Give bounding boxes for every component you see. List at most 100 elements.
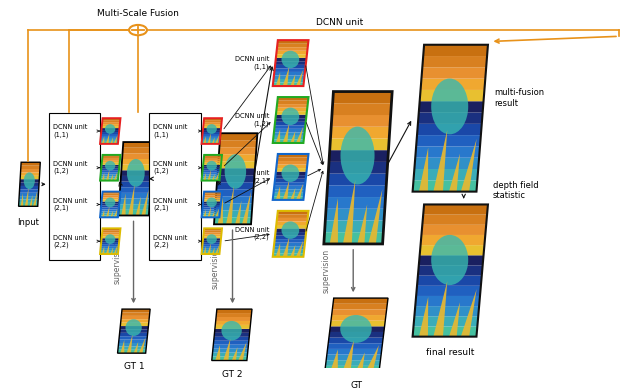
Polygon shape xyxy=(414,158,479,169)
Polygon shape xyxy=(202,252,220,254)
Polygon shape xyxy=(203,199,221,201)
Polygon shape xyxy=(20,172,40,176)
Text: GT 2: GT 2 xyxy=(221,370,242,379)
Polygon shape xyxy=(106,133,109,144)
Polygon shape xyxy=(332,304,387,309)
Polygon shape xyxy=(216,309,252,313)
Polygon shape xyxy=(101,171,119,173)
Polygon shape xyxy=(202,175,220,177)
Polygon shape xyxy=(207,170,211,180)
Polygon shape xyxy=(330,139,389,150)
Polygon shape xyxy=(461,139,477,192)
Polygon shape xyxy=(275,182,305,186)
Polygon shape xyxy=(423,204,488,215)
Polygon shape xyxy=(366,345,379,372)
Polygon shape xyxy=(214,329,250,333)
Polygon shape xyxy=(202,206,221,208)
Polygon shape xyxy=(275,68,305,72)
Polygon shape xyxy=(215,325,250,329)
Polygon shape xyxy=(422,68,486,79)
Polygon shape xyxy=(100,138,118,140)
Polygon shape xyxy=(273,193,304,196)
Polygon shape xyxy=(118,340,147,343)
Polygon shape xyxy=(100,248,118,250)
Polygon shape xyxy=(100,250,118,252)
Polygon shape xyxy=(277,44,308,47)
Polygon shape xyxy=(215,345,220,360)
Text: DCNN unit
(1,1): DCNN unit (1,1) xyxy=(234,57,269,70)
Ellipse shape xyxy=(207,197,217,207)
Polygon shape xyxy=(120,176,152,182)
Polygon shape xyxy=(273,76,305,79)
Polygon shape xyxy=(204,122,221,124)
Ellipse shape xyxy=(431,235,468,285)
Polygon shape xyxy=(202,171,220,173)
Polygon shape xyxy=(100,136,118,138)
Text: DCNN unit
(2,2): DCNN unit (2,2) xyxy=(154,235,188,248)
Polygon shape xyxy=(101,201,120,203)
Polygon shape xyxy=(101,128,120,130)
Polygon shape xyxy=(203,240,221,242)
Polygon shape xyxy=(242,192,251,224)
Polygon shape xyxy=(207,206,211,217)
Polygon shape xyxy=(330,198,338,244)
Polygon shape xyxy=(275,65,306,68)
Ellipse shape xyxy=(225,154,246,189)
Polygon shape xyxy=(274,242,305,246)
Polygon shape xyxy=(235,201,241,224)
Polygon shape xyxy=(102,194,120,196)
Polygon shape xyxy=(217,175,255,182)
Polygon shape xyxy=(19,193,38,196)
Polygon shape xyxy=(326,355,381,360)
Text: supervision: supervision xyxy=(210,245,219,289)
Polygon shape xyxy=(101,167,119,169)
Text: GT 1: GT 1 xyxy=(124,362,144,371)
Polygon shape xyxy=(102,124,120,126)
Polygon shape xyxy=(296,126,303,143)
Polygon shape xyxy=(215,203,253,210)
Polygon shape xyxy=(324,232,383,244)
Polygon shape xyxy=(100,252,118,254)
Polygon shape xyxy=(330,326,385,332)
Polygon shape xyxy=(203,163,221,165)
Polygon shape xyxy=(141,189,148,215)
Polygon shape xyxy=(216,196,253,203)
Polygon shape xyxy=(273,83,304,86)
Polygon shape xyxy=(275,175,306,179)
Polygon shape xyxy=(122,148,154,153)
Polygon shape xyxy=(218,161,255,168)
Polygon shape xyxy=(276,222,307,225)
Polygon shape xyxy=(422,215,487,225)
Polygon shape xyxy=(273,246,305,250)
Polygon shape xyxy=(276,161,308,165)
Polygon shape xyxy=(213,341,249,345)
Polygon shape xyxy=(100,178,118,180)
Polygon shape xyxy=(100,140,118,142)
Polygon shape xyxy=(202,178,220,180)
Polygon shape xyxy=(283,67,289,86)
Polygon shape xyxy=(203,236,221,238)
Polygon shape xyxy=(134,342,138,353)
Polygon shape xyxy=(290,245,296,257)
Polygon shape xyxy=(278,40,308,44)
Polygon shape xyxy=(122,309,150,312)
Polygon shape xyxy=(216,317,252,321)
Polygon shape xyxy=(214,337,249,341)
Text: supervision: supervision xyxy=(322,249,331,293)
Polygon shape xyxy=(433,130,447,192)
Polygon shape xyxy=(122,153,153,159)
Polygon shape xyxy=(113,171,118,180)
Polygon shape xyxy=(207,243,211,254)
Polygon shape xyxy=(283,124,289,143)
Polygon shape xyxy=(343,180,355,244)
Polygon shape xyxy=(330,321,385,326)
Polygon shape xyxy=(212,357,247,360)
Polygon shape xyxy=(113,245,118,254)
Polygon shape xyxy=(100,211,118,213)
Ellipse shape xyxy=(207,234,217,244)
Text: Multi-Scale Fusion: Multi-Scale Fusion xyxy=(97,9,179,18)
Polygon shape xyxy=(215,245,220,254)
Ellipse shape xyxy=(207,124,217,134)
Text: DCNN unit
(2,2): DCNN unit (2,2) xyxy=(53,235,88,248)
Polygon shape xyxy=(275,179,306,182)
